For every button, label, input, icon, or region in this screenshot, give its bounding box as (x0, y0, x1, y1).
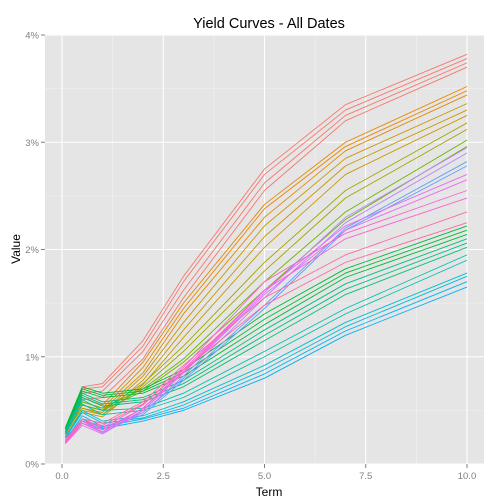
y-tick-label: 0% (25, 460, 39, 471)
series-line-3 (64, 62, 468, 437)
series-line-24 (64, 275, 468, 439)
y-tick-label: 1% (25, 352, 39, 363)
y-tick-label: 4% (25, 31, 39, 42)
y-axis-ticks: 0% 1% 2% 3% 4% (25, 31, 45, 471)
series-line-16 (64, 229, 468, 429)
chart-title: Yield Curves - All Dates (193, 16, 345, 32)
series-layer (64, 53, 468, 444)
x-tick-label: 7.5 (359, 471, 372, 482)
x-tick-label: 5.0 (258, 471, 271, 482)
x-axis-label: Term (256, 485, 283, 499)
series-line-23 (64, 272, 468, 438)
y-tick-label: 2% (25, 245, 39, 256)
y-axis-label: Value (9, 234, 23, 264)
series-line-9 (65, 109, 468, 435)
x-axis-ticks: 0.0 2.5 5.0 7.5 10.0 (55, 464, 476, 482)
series-line-15 (64, 225, 468, 428)
series-line-17 (64, 234, 468, 430)
series-line-35 (65, 211, 468, 441)
x-tick-label: 2.5 (157, 471, 170, 482)
series-line-21 (64, 254, 468, 433)
x-tick-label: 0.0 (55, 471, 68, 482)
series-line-2 (64, 58, 468, 435)
series-line-36 (65, 222, 468, 442)
x-tick-label: 10.0 (458, 471, 477, 482)
series-line-34 (65, 197, 468, 444)
series-line-12 (65, 128, 468, 433)
series-line-1 (64, 53, 468, 432)
series-line-25 (64, 281, 468, 441)
y-tick-label: 3% (25, 138, 39, 149)
series-line-13 (64, 139, 468, 430)
series-line-32 (65, 179, 468, 444)
series-line-22 (64, 259, 468, 435)
series-line-10 (65, 115, 468, 437)
